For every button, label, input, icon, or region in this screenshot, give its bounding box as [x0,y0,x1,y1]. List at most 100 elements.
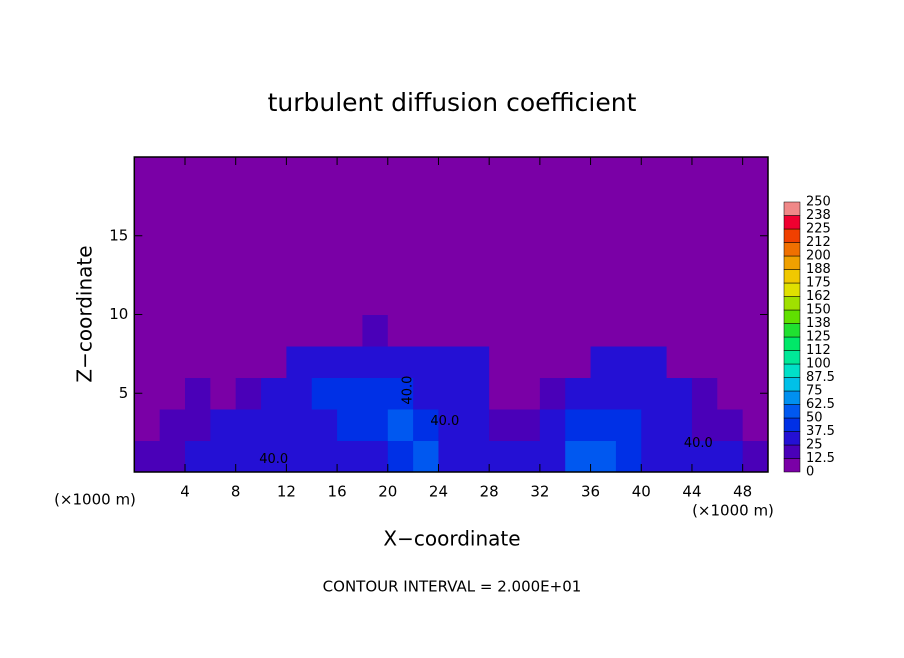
y-tick-label: 10 [109,305,128,323]
heat-cell [413,346,439,378]
heat-cell [286,188,313,221]
heat-cell [159,283,186,315]
heat-cell [514,377,541,410]
heat-cell [362,220,389,252]
heat-cell [539,377,566,410]
heat-cell [666,283,693,315]
heat-cell [666,346,693,378]
heat-cell [184,157,211,189]
heat-cell [235,251,262,284]
heat-cell [590,251,617,284]
x-tick-label: 8 [231,483,241,501]
x-tick-label: 44 [682,483,701,501]
heat-cell [691,157,718,189]
heat-cell [514,409,541,441]
colorbar-label: 125 [806,330,831,345]
heat-cell [413,440,439,473]
heat-cell [184,220,211,252]
y-unit-label: (×1000 m) [54,491,136,509]
heat-cell [438,283,465,315]
heat-cell [641,440,668,473]
x-tick-label: 40 [632,483,651,501]
heat-cell [210,346,237,378]
heat-cell [337,188,363,221]
heat-cell [311,409,338,441]
heat-cell [615,251,642,284]
heat-cell [235,314,262,347]
colorbar-label: 162 [806,289,831,304]
heat-cell [286,283,313,315]
x-tick-label: 12 [277,483,296,501]
heat-cell [489,409,516,441]
heat-cell [590,157,617,189]
heat-cell [514,346,541,378]
heat-cell [387,440,414,473]
colorbar-label: 50 [806,411,823,426]
heat-cell [210,188,237,221]
heat-cell [413,220,439,252]
heat-cell [210,220,237,252]
heat-cell [134,188,161,221]
heat-cell [159,157,186,189]
heat-cell [438,314,465,347]
heat-cell [615,314,642,347]
heat-cell [159,220,186,252]
heat-cell [387,314,414,347]
heat-cell [666,409,693,441]
heat-cell [539,440,566,473]
heat-cell [691,251,718,284]
heat-cell [590,283,617,315]
heat-cell [514,157,541,189]
heat-cell [235,377,262,410]
heat-cell [286,314,313,347]
heat-cell [159,251,186,284]
colorbar-box [783,309,801,324]
heat-cell [539,314,566,347]
colorbar-label: 112 [806,343,831,358]
heat-cell [362,409,389,441]
heat-cell [463,409,490,441]
heat-cell [159,188,186,221]
colorbar-box [783,255,801,270]
heat-cell [717,251,744,284]
heat-cell [235,409,262,441]
heat-cell [261,283,287,315]
x-tick-label: 20 [378,483,397,501]
heat-cell [742,314,769,347]
heat-cell [413,283,439,315]
heat-cell [311,377,338,410]
heat-cell [489,188,516,221]
heat-cell [489,314,516,347]
colorbar-box [783,296,801,311]
heat-cell [565,346,592,378]
heat-cell [362,377,389,410]
heat-cell [539,157,566,189]
heat-cell [413,314,439,347]
colorbar-label: 200 [806,249,831,264]
heat-cell [311,440,338,473]
heat-cell [615,283,642,315]
heat-cell [489,283,516,315]
heat-cell [615,346,642,378]
contour-note: CONTOUR INTERVAL = 2.000E+01 [323,578,582,596]
heat-cell [666,188,693,221]
heat-cell [438,220,465,252]
colorbar-label: 188 [806,262,831,277]
x-tick-label: 4 [180,483,190,501]
heat-cell [235,220,262,252]
heat-cell [641,220,668,252]
heat-cell [337,220,363,252]
heat-cell [691,283,718,315]
heat-cell [565,409,592,441]
heat-cell [489,440,516,473]
heat-cell [717,283,744,315]
y-axis-label: Z−coordinate [73,245,97,382]
heat-cell [184,251,211,284]
colorbar-box [783,363,801,378]
heat-cell [235,283,262,315]
heat-cell [337,283,363,315]
heat-cell [717,220,744,252]
heat-cell [691,377,718,410]
heat-cell [184,188,211,221]
heat-cell [742,251,769,284]
